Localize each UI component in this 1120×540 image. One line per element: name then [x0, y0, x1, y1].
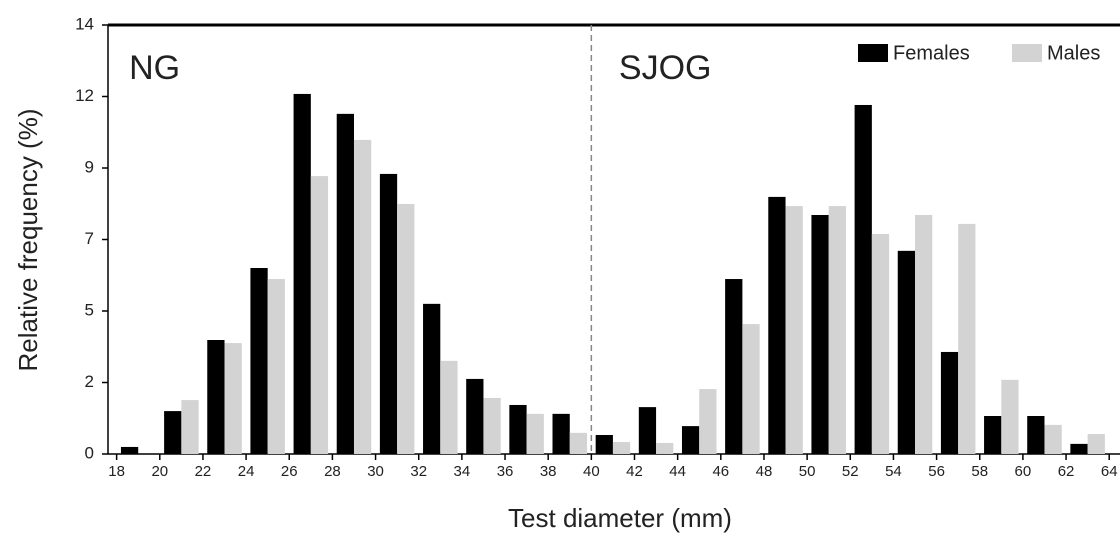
y-tick-label: 2: [85, 372, 94, 391]
bar: [440, 360, 458, 454]
bar: [552, 413, 570, 454]
bar: [681, 426, 700, 454]
x-tick-label: 32: [410, 463, 427, 480]
y-tick-label: 0: [85, 443, 94, 462]
bar: [915, 214, 933, 454]
x-tick-label: 60: [1015, 463, 1032, 480]
bar: [466, 378, 484, 454]
bar: [423, 303, 441, 454]
bar: [293, 93, 311, 455]
bar: [483, 397, 501, 454]
bar: [250, 267, 268, 454]
bar: [353, 139, 372, 455]
bar: [224, 343, 242, 454]
bar: [725, 279, 743, 454]
x-tick-label: 40: [583, 463, 600, 480]
legend-label: Females: [893, 42, 970, 64]
x-tick-label: 18: [108, 463, 125, 480]
x-tick-label: 64: [1101, 463, 1118, 480]
y-tick-label: 5: [85, 300, 94, 319]
x-axis-label: Test diameter (mm): [508, 503, 732, 533]
x-tick-label: 48: [756, 463, 773, 480]
x-tick-label: 20: [151, 463, 168, 480]
y-tick-label: 14: [75, 14, 94, 33]
bar: [1027, 416, 1045, 454]
panel-label: SJOG: [619, 49, 712, 87]
bar: [207, 340, 225, 454]
bar: [526, 413, 544, 454]
x-tick-label: 44: [669, 463, 686, 480]
legend-label: Males: [1047, 42, 1100, 64]
bar: [509, 404, 527, 454]
bar: [854, 104, 872, 455]
y-tick-label: 9: [85, 157, 94, 176]
bar: [638, 407, 657, 454]
bar: [267, 279, 285, 454]
x-tick-label: 30: [367, 463, 384, 480]
bar: [397, 203, 415, 454]
bar: [828, 206, 846, 454]
bar: [1044, 424, 1062, 454]
bar: [811, 214, 829, 454]
y-axis-label: Relative frequency (%): [13, 109, 43, 372]
bar: [181, 400, 199, 454]
x-tick-label: 38: [540, 463, 557, 480]
bar: [569, 432, 588, 454]
legend-swatch: [1012, 44, 1042, 62]
y-tick-label: 12: [75, 86, 94, 105]
x-tick-label: 62: [1058, 463, 1075, 480]
bar: [1001, 379, 1019, 454]
bar: [984, 416, 1002, 454]
bar: [699, 389, 717, 454]
x-tick-label: 26: [281, 463, 298, 480]
bar: [1070, 443, 1088, 454]
x-tick-label: 22: [195, 463, 212, 480]
panel-label: NG: [129, 49, 180, 87]
bar: [768, 196, 786, 454]
y-tick-label: 7: [85, 229, 94, 248]
x-tick-label: 34: [454, 463, 471, 480]
bar: [897, 250, 916, 454]
bar: [336, 113, 354, 454]
bar: [310, 176, 329, 455]
x-tick-label: 52: [842, 463, 859, 480]
x-tick-label: 50: [799, 463, 816, 480]
x-tick-label: 56: [928, 463, 945, 480]
legend-swatch: [858, 44, 888, 62]
bar: [871, 233, 890, 454]
bar: [785, 206, 803, 454]
x-tick-label: 36: [497, 463, 514, 480]
bar: [379, 173, 398, 454]
x-tick-label: 46: [712, 463, 729, 480]
bar: [656, 442, 674, 454]
bar: [940, 351, 959, 454]
bar: [612, 442, 631, 454]
x-tick-label: 24: [238, 463, 255, 480]
x-tick-label: 58: [971, 463, 988, 480]
x-tick-label: 28: [324, 463, 341, 480]
x-tick-label: 54: [885, 463, 902, 480]
bar: [120, 446, 139, 454]
bar: [595, 435, 613, 454]
bar: [742, 324, 760, 454]
bar: [958, 223, 976, 454]
bar: [164, 411, 182, 454]
bar: [1087, 434, 1105, 454]
x-tick-label: 42: [626, 463, 643, 480]
